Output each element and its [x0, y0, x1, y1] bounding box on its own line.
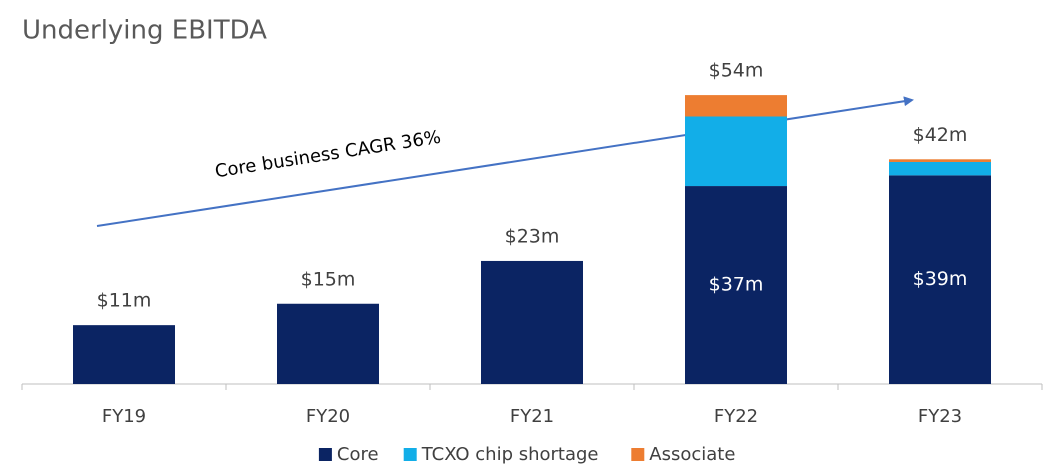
legend-swatch — [403, 448, 417, 461]
chart-title: Underlying EBITDA — [22, 16, 267, 46]
legend-label: Associate — [649, 444, 735, 465]
legend-swatch — [318, 448, 332, 461]
data-label: $37m — [709, 274, 764, 296]
legend-label: TCXO chip shortage — [421, 444, 599, 465]
x-tick-label: FY23 — [918, 406, 962, 427]
x-tick-label: FY21 — [510, 406, 554, 427]
legend-label: Core — [337, 444, 379, 465]
annotation: Core business CAGR 36% — [214, 127, 443, 183]
bar-segment — [889, 159, 991, 162]
data-label: $11m — [97, 290, 152, 312]
data-label: $39m — [913, 268, 968, 290]
total-label: $54m — [709, 60, 764, 82]
data-label: $15m — [301, 268, 356, 290]
x-tick-label: FY22 — [714, 406, 758, 427]
bar-segment — [889, 161, 991, 176]
bar-segment — [277, 303, 379, 384]
x-tick-label: FY19 — [102, 406, 146, 427]
legend-swatch — [631, 448, 645, 461]
bar-segment — [685, 116, 787, 187]
bar-segment — [73, 325, 175, 384]
data-label: $23m — [505, 225, 560, 247]
bar-segment — [685, 186, 787, 384]
total-label: $42m — [913, 124, 968, 146]
bar-segment — [685, 95, 787, 117]
x-tick-label: FY20 — [306, 406, 350, 427]
bar-segment — [889, 175, 991, 384]
bar-segment — [481, 260, 583, 384]
